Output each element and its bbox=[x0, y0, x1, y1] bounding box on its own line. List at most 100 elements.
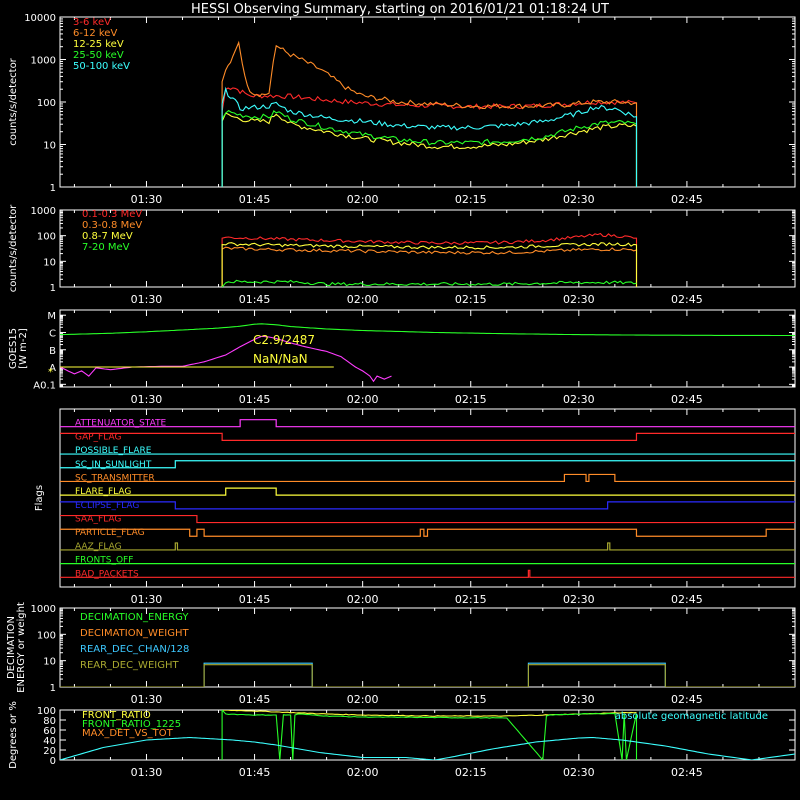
flag-trace-gap-flag bbox=[60, 432, 795, 441]
ratios-x-tick-label: 01:30 bbox=[131, 766, 163, 779]
ratios-series-absolute-geomagnetic-latitude bbox=[60, 736, 795, 760]
goes-y-tick-label: C bbox=[49, 328, 56, 339]
ratios-y-label: Degrees or % bbox=[8, 701, 19, 769]
flags-x-tick-label: 02:15 bbox=[455, 593, 487, 606]
ratios-y-tick-label: 100 bbox=[37, 706, 56, 717]
flags-frame bbox=[59, 408, 796, 588]
flag-trace-eclipse-flag bbox=[60, 501, 795, 510]
ratios-y-tick-label: 60 bbox=[43, 726, 56, 737]
goes-y-tick-label: A0.1 bbox=[33, 380, 56, 391]
lo_energy-series-12-25-kev bbox=[221, 112, 638, 187]
goes-series-long bbox=[60, 323, 795, 337]
goes-x-tick-label: 02:15 bbox=[455, 393, 487, 406]
lo_energy-y-tick-label: 10 bbox=[43, 141, 56, 152]
goes-y-tick-label: A bbox=[49, 363, 56, 374]
flags-x-tick-label: 02:45 bbox=[671, 593, 703, 606]
decimation-x-tick-label: 02:30 bbox=[563, 693, 595, 706]
flag-trace-flare-flag bbox=[60, 487, 795, 496]
ratios-y-tick-label: 80 bbox=[43, 716, 56, 727]
goes-star-marker: * bbox=[48, 367, 53, 378]
flag-trace-sc-in-sunlight bbox=[60, 460, 795, 469]
flag-label: AAZ_FLAG bbox=[75, 542, 122, 552]
ratios-frame bbox=[59, 709, 796, 761]
decimation-x-tick-label: 01:45 bbox=[239, 693, 271, 706]
flags-x-tick-label: 01:30 bbox=[131, 593, 163, 606]
flag-trace-aaz-flag bbox=[60, 542, 795, 551]
hi_energy-x-tick-label: 02:45 bbox=[671, 293, 703, 306]
hi_energy-legend-entry: 0.3-0.8 MeV bbox=[82, 220, 142, 231]
flag-label: FLARE_FLAG bbox=[75, 487, 131, 497]
hi_energy-x-tick-label: 02:30 bbox=[563, 293, 595, 306]
lo_energy-legend-entry: 3-6 keV bbox=[73, 17, 111, 28]
hi_energy-legend-entry: 0.1-0.3 MeV bbox=[82, 209, 142, 220]
ratios-legend-entry: FRONT_RATIO_1225 bbox=[82, 719, 181, 730]
flags-x-tick-label: 02:00 bbox=[347, 593, 379, 606]
lo_energy-y-tick-label: 100 bbox=[37, 98, 56, 109]
hi_energy-series-0-3-0-8-mev bbox=[221, 246, 638, 287]
lo_energy-x-tick-label: 02:45 bbox=[671, 193, 703, 206]
flag-label: ATTENUATOR_STATE bbox=[75, 419, 167, 429]
flag-label: BAD_PACKETS bbox=[75, 569, 139, 579]
chart-title: HESSI Observing Summary, starting on 201… bbox=[191, 2, 609, 17]
lo_energy-x-tick-label: 02:15 bbox=[455, 193, 487, 206]
ratios-y-tick-label: 0 bbox=[50, 756, 56, 767]
ratios-legend-entry: MAX_DET_VS_TOT bbox=[82, 728, 174, 739]
hi_energy-y-tick-label: 1 bbox=[50, 283, 56, 294]
flags-x-tick-label: 01:45 bbox=[239, 593, 271, 606]
ratios-y-tick-label: 40 bbox=[43, 736, 56, 747]
flag-trace-sc-transmitter bbox=[60, 473, 795, 483]
flag-label: SC_IN_SUNLIGHT bbox=[75, 460, 152, 470]
decimation-y-label: ENERGY or weight bbox=[16, 602, 27, 693]
decimation-y-tick-label: 10 bbox=[43, 657, 56, 668]
decimation-legend-entry: REAR_DEC_WEIGHT bbox=[80, 660, 179, 671]
lo_energy-y-tick-label: 10000 bbox=[24, 13, 56, 24]
ratios-series-front-ratio-1225 bbox=[221, 710, 638, 760]
flag-trace-saa-flag bbox=[60, 514, 795, 524]
hi_energy-y-tick-label: 1000 bbox=[31, 206, 56, 217]
ratios-x-tick-label: 02:45 bbox=[671, 766, 703, 779]
flag-label: ECLIPSE_FLAG bbox=[75, 501, 139, 511]
hi_energy-y-label: counts/s/detector bbox=[8, 204, 19, 292]
decimation-x-tick-label: 02:15 bbox=[455, 693, 487, 706]
decimation-y-tick-label: 1000 bbox=[31, 604, 56, 615]
goes-frame bbox=[59, 309, 796, 388]
goes-class-annotation: C2.9/2487 bbox=[253, 333, 315, 347]
geomag-latitude-label: absolute geomagnetic latitude bbox=[615, 711, 768, 722]
flags-x-tick-label: 02:30 bbox=[563, 593, 595, 606]
lo_energy-x-tick-label: 01:30 bbox=[131, 193, 163, 206]
ratios-legend-entry: FRONT_RATIO bbox=[82, 710, 151, 721]
goes-y-label: [W m-2] bbox=[18, 328, 29, 369]
ratios-x-tick-label: 02:15 bbox=[455, 766, 487, 779]
hi_energy-series-0-1-0-3-mev bbox=[221, 232, 638, 287]
hi_energy-legend-entry: 7-20 MeV bbox=[82, 242, 130, 253]
goes-series-short bbox=[60, 335, 392, 383]
lo_energy-y-label: counts/s/detector bbox=[8, 57, 19, 145]
goes-y-label: GOES15 bbox=[8, 328, 19, 369]
hi_energy-y-tick-label: 10 bbox=[43, 257, 56, 268]
ratios-x-tick-label: 01:45 bbox=[239, 766, 271, 779]
hi_energy-x-tick-label: 02:15 bbox=[455, 293, 487, 306]
decimation-x-tick-label: 02:00 bbox=[347, 693, 379, 706]
flag-label: FRONTS_OFF bbox=[75, 556, 133, 566]
goes-y-tick-label: B bbox=[49, 346, 56, 357]
lo_energy-x-tick-label: 02:00 bbox=[347, 193, 379, 206]
lo_energy-series-6-12-kev bbox=[221, 40, 638, 187]
hi_energy-series-0-8-7-mev bbox=[221, 242, 638, 287]
decimation-legend-entry: DECIMATION_ENERGY bbox=[80, 612, 189, 623]
lo_energy-series-25-50-kev bbox=[221, 109, 638, 187]
flag-label: PARTICLE_FLAG bbox=[75, 528, 145, 538]
lo_energy-x-tick-label: 02:30 bbox=[563, 193, 595, 206]
decimation-legend-entry: REAR_DEC_CHAN/128 bbox=[80, 644, 189, 655]
lo_energy-legend-entry: 12-25 keV bbox=[73, 39, 124, 50]
goes-x-tick-label: 02:00 bbox=[347, 393, 379, 406]
hi_energy-series-7-20-mev bbox=[221, 279, 637, 287]
lo_energy-y-tick-label: 1 bbox=[50, 183, 56, 194]
flag-label: SC_TRANSMITTER bbox=[75, 473, 155, 483]
decimation-legend-entry: DECIMATION_WEIGHT bbox=[80, 628, 189, 639]
hi_energy-legend-entry: 0.8-7 MeV bbox=[82, 231, 133, 242]
lo_energy-legend-entry: 6-12 keV bbox=[73, 28, 117, 39]
decimation-y-tick-label: 100 bbox=[37, 630, 56, 641]
lo_energy-series-50-100-kev bbox=[221, 86, 638, 187]
